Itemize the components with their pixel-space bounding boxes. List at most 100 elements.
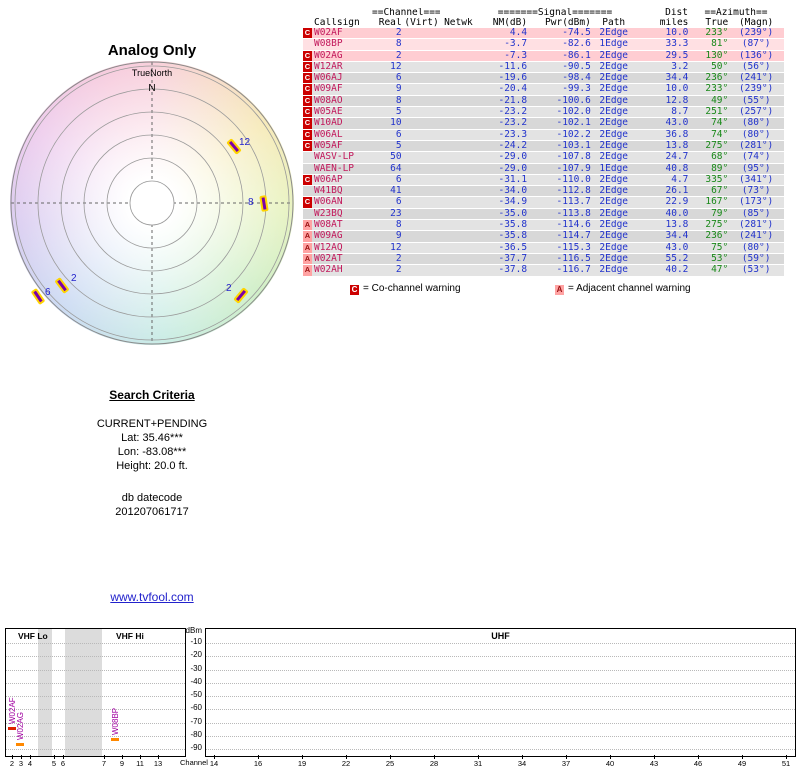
noise-margin-cell: -36.5 xyxy=(498,242,528,253)
table-row: A W02AH 2 -37.8 -116.7 2Edge 40.2 47° (53°) xyxy=(303,265,784,277)
power-cell: -114.7 xyxy=(556,231,591,242)
true-azimuth-cell: 130° xyxy=(705,50,729,61)
noise-margin-cell: -7.3 xyxy=(504,50,528,61)
virtual-channel-cell xyxy=(402,197,442,207)
channel-tick xyxy=(258,755,259,759)
true-azimuth-cell: 236° xyxy=(705,73,729,84)
real-channel-cell: 2 xyxy=(395,50,402,61)
channel-label: 46 xyxy=(693,759,703,768)
station-channel-label: 2 xyxy=(71,273,77,284)
power-cell: -116.5 xyxy=(556,253,591,264)
power-cell: -113.8 xyxy=(556,208,591,219)
channel-label: 14 xyxy=(209,759,219,768)
uhf-spectrum-panel: UHF 14 16 19 22 25 28 31 34 37 40 43 46 49 51 xyxy=(205,628,796,768)
real-channel-cell: 2 xyxy=(395,253,402,264)
vhf-spectrum-panel: VHF Lo VHF Hi 2 3 4 5 6 7 9 11 13 W02AF W02AG W08BP xyxy=(5,628,186,768)
true-azimuth-cell: 49° xyxy=(711,95,729,106)
channel-tick xyxy=(12,755,13,759)
station-channel-label: 8 xyxy=(248,197,254,208)
virtual-channel-cell xyxy=(402,243,442,253)
callsign-cell: W09AF xyxy=(313,84,343,95)
power-cell: -110.0 xyxy=(556,174,591,185)
header-spacer xyxy=(440,8,474,18)
tvfool-website-link[interactable]: www.tvfool.com xyxy=(110,590,194,604)
station-channel-label: 6 xyxy=(45,287,51,298)
path-cell: 2Edge xyxy=(599,140,629,151)
warning-spacer xyxy=(303,164,312,174)
y-tick-label: -90 xyxy=(190,743,202,752)
warning-spacer xyxy=(303,152,312,162)
real-channel-cell: 6 xyxy=(395,129,402,140)
channel-tick xyxy=(158,755,159,759)
real-channel-cell: 12 xyxy=(390,61,402,72)
dbm-axis-label: dBm xyxy=(185,626,202,635)
station-signal-marker xyxy=(16,742,24,746)
antenna-height: Height: 20.0 ft. xyxy=(116,460,188,472)
distance-cell: 29.5 xyxy=(665,50,689,61)
co-channel-warning-icon: C xyxy=(303,84,312,95)
path-cell: 1Edge xyxy=(599,39,629,50)
network-cell xyxy=(441,254,475,264)
table-row: C W02AF 2 4.4 -74.5 2Edge 10.0 233° (239°) xyxy=(303,28,784,40)
co-channel-warning-icon: C xyxy=(350,285,359,295)
radar-subtitle: TrueNorth xyxy=(131,68,173,78)
gridline xyxy=(206,696,795,697)
network-cell xyxy=(441,107,475,117)
channel-label: 49 xyxy=(737,759,747,768)
power-cell: -107.8 xyxy=(556,152,591,163)
distance-cell: 12.8 xyxy=(665,95,689,106)
path-cell: 2Edge xyxy=(599,197,629,208)
noise-margin-cell: -3.7 xyxy=(504,39,528,50)
virtual-channel-cell xyxy=(402,209,442,219)
channel-tick xyxy=(122,755,123,759)
table-row: W08BP 8 -3.7 -82.6 1Edge 33.3 81° (87°) xyxy=(303,39,784,51)
gridline xyxy=(6,722,185,724)
adjacent-channel-warning-icon: A xyxy=(555,285,564,295)
virtual-channel-cell xyxy=(402,220,442,230)
radar-title: Analog Only xyxy=(107,42,197,59)
channel-label: 5 xyxy=(51,759,57,768)
magnetic-azimuth-cell: (173°) xyxy=(738,197,774,208)
netwk-column-header: Netwk xyxy=(444,18,473,28)
co-channel-warning-icon: C xyxy=(303,140,312,152)
distance-cell: 34.4 xyxy=(665,231,689,242)
network-cell xyxy=(441,118,475,128)
distance-cell: 36.8 xyxy=(665,129,689,140)
real-channel-cell: 50 xyxy=(390,152,402,163)
station-channel-label: 2 xyxy=(226,283,232,294)
channel-label: 28 xyxy=(429,759,439,768)
network-cell xyxy=(441,231,475,241)
table-row: C W05AE 5 -23.2 -102.0 2Edge 8.7 251° (257°) xyxy=(303,107,784,119)
real-channel-cell: 9 xyxy=(395,231,402,242)
co-channel-warning-icon: C xyxy=(303,107,312,118)
callsign-cell: W23BQ xyxy=(313,208,343,219)
real-channel-cell: 5 xyxy=(395,140,402,151)
path-cell: 2Edge xyxy=(599,174,629,185)
table-row: C W02AG 2 -7.3 -86.1 2Edge 29.5 130° (136°) xyxy=(303,50,784,62)
real-channel-cell: 9 xyxy=(395,84,402,95)
virtual-channel-cell xyxy=(402,152,442,162)
network-cell xyxy=(441,243,475,253)
distance-cell: 34.4 xyxy=(665,73,689,84)
real-channel-cell: 5 xyxy=(395,107,402,118)
magnetic-azimuth-cell: (241°) xyxy=(738,231,774,242)
magnetic-azimuth-cell: (80°) xyxy=(741,118,771,129)
channel-tick xyxy=(742,755,743,759)
co-channel-warning-icon: C xyxy=(303,197,312,208)
power-cell: -112.8 xyxy=(556,186,591,197)
adjacent-channel-warning-icon: A xyxy=(303,231,312,242)
channel-tick xyxy=(21,755,22,759)
virtual-channel-cell xyxy=(402,141,442,151)
noise-margin-cell: -11.6 xyxy=(498,61,528,72)
co-channel-warning-icon: C xyxy=(303,95,312,107)
radar-rings xyxy=(10,61,294,345)
network-cell xyxy=(441,175,475,185)
co-channel-warning-icon: C xyxy=(303,28,312,39)
channel-tick xyxy=(54,755,55,759)
true-azimuth-cell: 47° xyxy=(711,265,729,276)
virtual-channel-cell xyxy=(402,73,442,83)
network-cell xyxy=(441,164,475,174)
table-row: W41BQ 41 -34.0 -112.8 2Edge 26.1 67° (73°) xyxy=(303,186,784,198)
noise-margin-cell: -23.2 xyxy=(498,118,528,129)
warning-spacer xyxy=(303,39,312,49)
